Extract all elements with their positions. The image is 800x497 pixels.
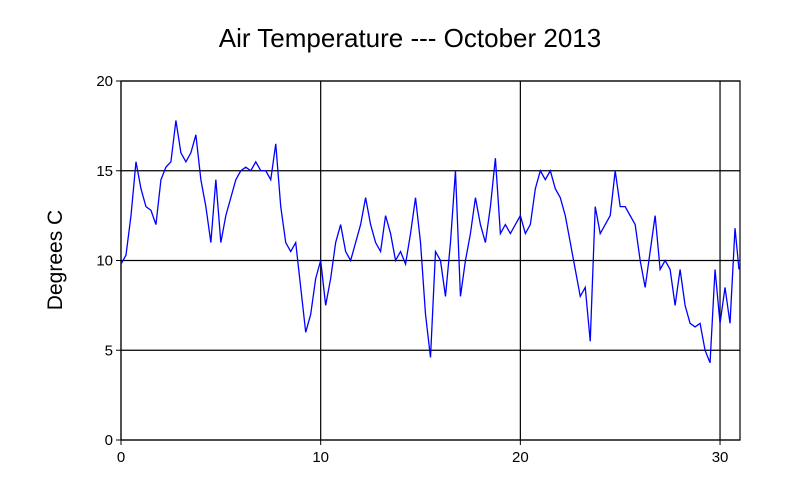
y-tick-label: 20 xyxy=(96,73,113,90)
y-tick-label: 15 xyxy=(96,163,113,180)
chart-title: Air Temperature --- October 2013 xyxy=(219,23,601,53)
x-tick-label: 0 xyxy=(117,449,125,466)
y-tick-label: 0 xyxy=(105,432,113,449)
x-tick-label: 10 xyxy=(312,449,329,466)
y-tick-label: 10 xyxy=(96,253,113,270)
x-tick-label: 20 xyxy=(512,449,529,466)
y-axis-label: Degrees C xyxy=(44,210,67,310)
x-tick-label: 30 xyxy=(712,449,729,466)
y-tick-label: 5 xyxy=(105,342,113,359)
data-line xyxy=(120,120,740,364)
plot-frame xyxy=(120,80,741,441)
